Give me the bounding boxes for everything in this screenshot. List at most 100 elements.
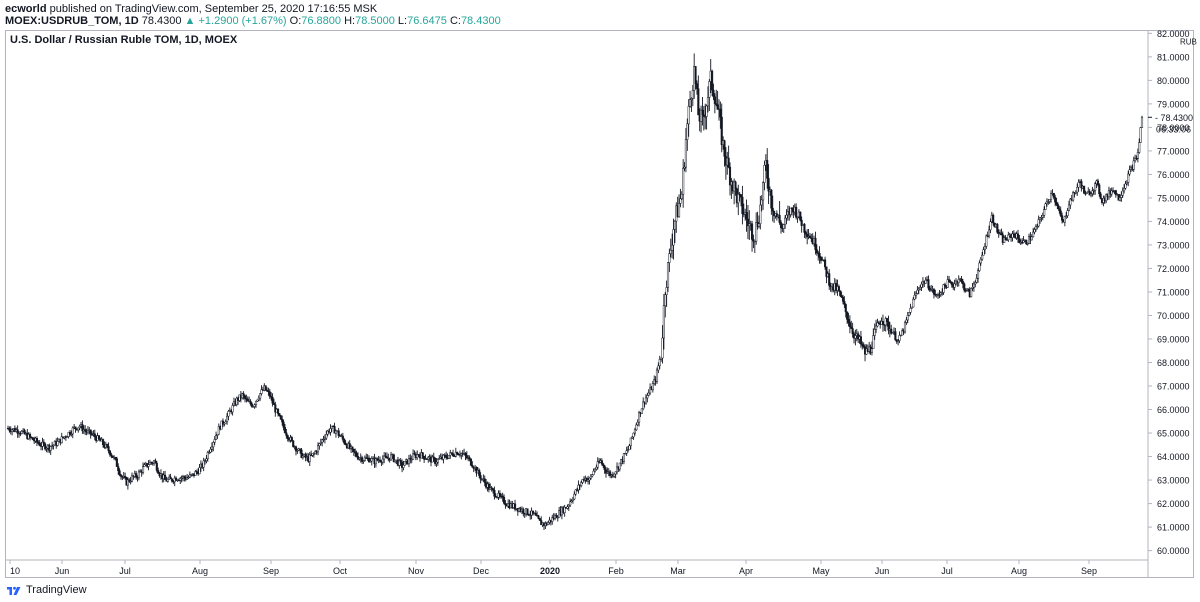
- candle-body: [471, 464, 474, 468]
- candle-body: [296, 450, 299, 452]
- candle-body: [407, 458, 411, 465]
- candle-body: [322, 438, 325, 441]
- candle-body: [1026, 243, 1029, 245]
- candle-body: [1054, 197, 1057, 203]
- candle-body: [886, 318, 889, 322]
- candle-body: [669, 249, 672, 254]
- candle-body: [1000, 232, 1003, 236]
- candle-body: [164, 474, 167, 480]
- candle-body: [680, 193, 683, 200]
- candle-body: [1004, 237, 1007, 241]
- candle-body: [107, 446, 110, 452]
- candle-body: [974, 282, 977, 285]
- candle-body: [600, 460, 603, 465]
- y-tick-label: 66.0000: [1157, 405, 1190, 415]
- candle-body: [712, 89, 715, 98]
- candle-body: [672, 229, 675, 246]
- candle-body: [89, 429, 92, 435]
- candle-body: [323, 437, 326, 440]
- candle-body: [609, 471, 612, 476]
- candle-body: [1096, 180, 1099, 186]
- candle-body: [465, 455, 468, 459]
- candle-body: [268, 391, 271, 397]
- candle-body: [271, 397, 274, 404]
- candle-body: [825, 266, 828, 277]
- candle-body: [135, 473, 138, 478]
- candle-body: [205, 458, 208, 461]
- candle-body: [265, 389, 269, 392]
- candle-body: [803, 223, 806, 233]
- x-tick-label: 2020: [540, 566, 560, 576]
- candle-body: [587, 479, 590, 482]
- publisher-user[interactable]: ecworld: [5, 3, 47, 15]
- open-label: O:: [289, 15, 302, 27]
- chart-panel[interactable]: [5, 30, 1194, 578]
- candle-body: [210, 446, 213, 450]
- candle-body: [369, 460, 372, 463]
- candle-body: [1110, 190, 1113, 195]
- candle-body: [818, 253, 821, 258]
- candle-body: [351, 446, 354, 450]
- candle-body: [456, 452, 459, 455]
- candle-body: [897, 340, 900, 342]
- candle-body: [1038, 217, 1042, 220]
- candle-body: [651, 383, 654, 391]
- candle-body: [31, 437, 34, 441]
- candle-body: [770, 189, 773, 209]
- x-tick-label: Aug: [1011, 566, 1027, 576]
- candle-body: [677, 203, 681, 218]
- chart-title: U.S. Dollar / Russian Ruble TOM, 1D, MOE…: [10, 34, 238, 46]
- candle-body: [573, 493, 576, 500]
- candle-body: [312, 453, 315, 455]
- candle-body: [631, 436, 634, 439]
- candle-body: [28, 434, 32, 438]
- high-label: H:: [344, 15, 356, 27]
- footer-brand[interactable]: TradingView: [26, 584, 87, 596]
- candle-body: [570, 500, 573, 503]
- candle-body: [719, 108, 722, 118]
- candle-body: [943, 284, 947, 287]
- candle-body: [1136, 152, 1139, 159]
- candle-body: [843, 301, 846, 305]
- candle-body: [308, 454, 311, 462]
- y-tick-label: 82.0000: [1157, 29, 1190, 39]
- candle-body: [526, 508, 529, 515]
- candle-body: [1063, 216, 1066, 223]
- candle-body: [531, 510, 535, 514]
- candle-body: [789, 207, 792, 215]
- candle-body: [1088, 191, 1091, 196]
- candle-body: [392, 454, 395, 462]
- y-tick-label: 76.0000: [1157, 170, 1190, 180]
- candle-body: [706, 96, 710, 107]
- candle-body: [381, 458, 384, 463]
- candle-body: [1132, 160, 1135, 170]
- candle-body: [329, 428, 332, 433]
- candle-body: [348, 443, 351, 449]
- high-value: 78.5000: [355, 15, 395, 27]
- candle-body: [589, 475, 592, 479]
- candle-body: [190, 474, 193, 476]
- candle-body: [1083, 186, 1086, 194]
- candle-body: [108, 450, 112, 455]
- candle-body: [975, 278, 978, 283]
- candle-body: [941, 292, 944, 294]
- candle-body: [632, 432, 635, 438]
- candle-body: [1098, 184, 1101, 195]
- candle-body: [967, 288, 970, 291]
- candle-body: [1040, 217, 1043, 219]
- candle-body: [903, 322, 907, 333]
- candle-body: [1120, 195, 1123, 198]
- last-price: 78.4300: [141, 15, 182, 27]
- candle-body: [751, 223, 754, 240]
- candle-body: [986, 235, 989, 237]
- candle-body: [534, 512, 537, 516]
- candle-body: [992, 214, 995, 224]
- candle-body: [604, 469, 608, 474]
- candle-body: [1007, 234, 1010, 241]
- candle-body: [556, 516, 559, 519]
- candle-body: [469, 458, 473, 466]
- y-tick-label: 68.0000: [1157, 358, 1190, 368]
- candle-body: [618, 462, 621, 470]
- candle-body: [188, 474, 191, 478]
